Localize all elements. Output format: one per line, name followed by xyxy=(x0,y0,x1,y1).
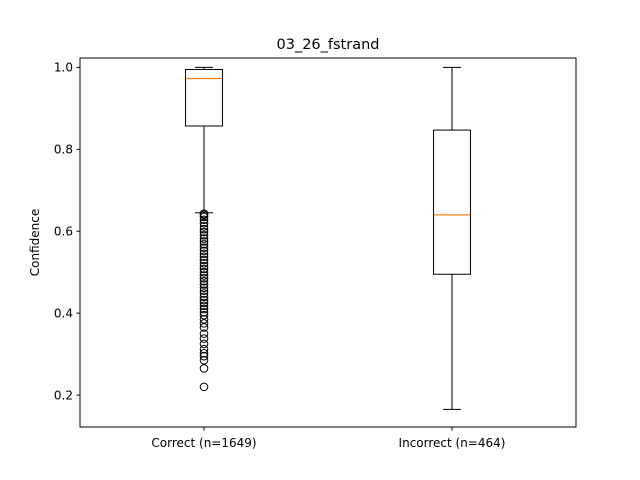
outlier-point xyxy=(199,237,209,246)
outlier-point xyxy=(199,261,209,271)
outlier-point xyxy=(199,298,209,308)
outlier-point xyxy=(199,274,209,283)
outlier-point xyxy=(199,222,209,231)
outlier-point xyxy=(199,280,209,289)
x-tick-label: Correct (n=1649) xyxy=(151,436,256,450)
outlier-point xyxy=(199,355,209,365)
outlier-point xyxy=(199,264,209,274)
plot-frame xyxy=(79,57,577,428)
box-group xyxy=(185,66,223,392)
outlier-point xyxy=(199,339,209,349)
outlier-point xyxy=(199,314,209,324)
outlier-point xyxy=(199,255,209,265)
box-group xyxy=(433,66,471,410)
outlier-point xyxy=(199,231,209,240)
boxes xyxy=(185,66,471,410)
outlier-point xyxy=(199,286,209,295)
outlier-point xyxy=(199,308,209,317)
outlier-point xyxy=(199,295,209,305)
outlier-point xyxy=(199,249,209,259)
outlier-point xyxy=(199,215,209,225)
outlier-point xyxy=(199,240,209,249)
outlier-point xyxy=(199,276,209,286)
outlier-point xyxy=(199,212,209,222)
y-tick-label: 0.2 xyxy=(54,388,73,402)
outlier-point xyxy=(199,252,209,261)
outlier-point xyxy=(199,289,209,298)
outlier-point xyxy=(199,283,209,293)
outlier-point xyxy=(199,267,209,277)
outlier-point xyxy=(199,210,209,220)
outlier-point xyxy=(199,246,209,256)
outlier-point xyxy=(199,234,209,243)
chart-title: 03_26_fstrand xyxy=(277,37,380,53)
outlier-point xyxy=(199,348,209,358)
outlier-point xyxy=(199,292,209,302)
outlier-point xyxy=(199,319,209,328)
outlier-point xyxy=(199,364,209,373)
outlier-point xyxy=(199,243,209,252)
outlier-point xyxy=(199,218,209,228)
outlier-point xyxy=(199,224,209,234)
outlier-point xyxy=(199,329,209,338)
y-tick-label: 0.8 xyxy=(54,143,73,157)
x-axis: Correct (n=1649) Incorrect (n=464) xyxy=(151,427,505,450)
outlier-point xyxy=(199,351,209,361)
outlier-point xyxy=(199,310,209,320)
outlier-point xyxy=(199,271,209,280)
outlier-point xyxy=(199,323,209,332)
outlier-point xyxy=(199,301,209,311)
iqr-box xyxy=(185,68,223,127)
outlier-point xyxy=(199,344,209,354)
outlier-point xyxy=(199,382,209,392)
x-tick-label: Incorrect (n=464) xyxy=(399,436,506,450)
outlier-point xyxy=(199,304,209,314)
y-tick-label: 0.4 xyxy=(54,306,73,320)
outlier-point xyxy=(199,227,209,237)
y-axis: 0.2 0.4 0.6 0.8 1.0 xyxy=(54,61,80,402)
iqr-box xyxy=(433,129,471,275)
y-tick-label: 1.0 xyxy=(54,61,73,75)
outlier-point xyxy=(199,334,209,343)
y-axis-label: Confidence xyxy=(28,209,42,276)
outlier-point xyxy=(199,258,209,268)
y-tick-label: 0.6 xyxy=(54,225,73,239)
